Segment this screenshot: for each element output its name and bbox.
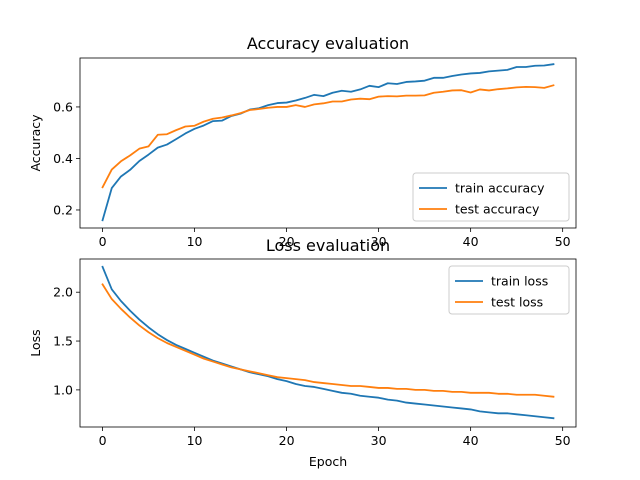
y-tick-label: 0.2 bbox=[53, 202, 73, 217]
legend-label: test accuracy bbox=[455, 202, 540, 217]
legend-box bbox=[412, 172, 570, 222]
y-tick-label: 0.4 bbox=[53, 151, 73, 166]
y-tick-label: 1.0 bbox=[53, 382, 73, 397]
legend: train loss test loss bbox=[448, 265, 570, 315]
y-axis-label: Loss bbox=[28, 329, 43, 356]
legend-label: train accuracy bbox=[455, 181, 545, 196]
y-tick-label: 0.6 bbox=[53, 99, 73, 114]
y-tick-label: 2.0 bbox=[53, 285, 73, 300]
x-tick-label: 10 bbox=[187, 234, 203, 249]
x-axis-label: Epoch bbox=[309, 454, 347, 469]
x-tick-label: 0 bbox=[99, 433, 107, 448]
x-tick-label: 0 bbox=[99, 234, 107, 249]
legend-label: train loss bbox=[491, 274, 548, 289]
x-tick-label: 30 bbox=[371, 234, 387, 249]
series-line-test-loss bbox=[101, 283, 555, 398]
x-tick-label: 20 bbox=[279, 234, 295, 249]
series-line-train-accuracy bbox=[101, 63, 555, 222]
axes-frame bbox=[79, 57, 577, 229]
chart-title: Accuracy evaluation bbox=[247, 34, 409, 53]
x-tick-label: 50 bbox=[555, 234, 571, 249]
y-tick-label: 1.5 bbox=[53, 334, 73, 349]
legend-label: test loss bbox=[491, 295, 543, 310]
x-tick-label: 10 bbox=[187, 433, 203, 448]
y-axis-label: Accuracy bbox=[28, 114, 43, 172]
axes-frame bbox=[79, 258, 577, 428]
x-tick-label: 40 bbox=[463, 433, 479, 448]
x-tick-label: 50 bbox=[555, 433, 571, 448]
series-line-train-loss bbox=[101, 265, 555, 420]
x-tick-label: 20 bbox=[279, 433, 295, 448]
chart-title: Loss evaluation bbox=[266, 236, 390, 255]
legend: train accuracy test accuracy bbox=[412, 172, 570, 222]
subplot-1: Accuracy evaluation 0 10 20 30 40 50 0.2 0.4 0.6 A… bbox=[28, 34, 577, 249]
series-line-test-accuracy bbox=[101, 84, 555, 189]
x-tick-label: 30 bbox=[371, 433, 387, 448]
subplot-2: Loss evaluation 0 10 20 30 40 50 1.0 1.5 2.0 Loss E… bbox=[28, 236, 577, 469]
x-tick-label: 40 bbox=[463, 234, 479, 249]
